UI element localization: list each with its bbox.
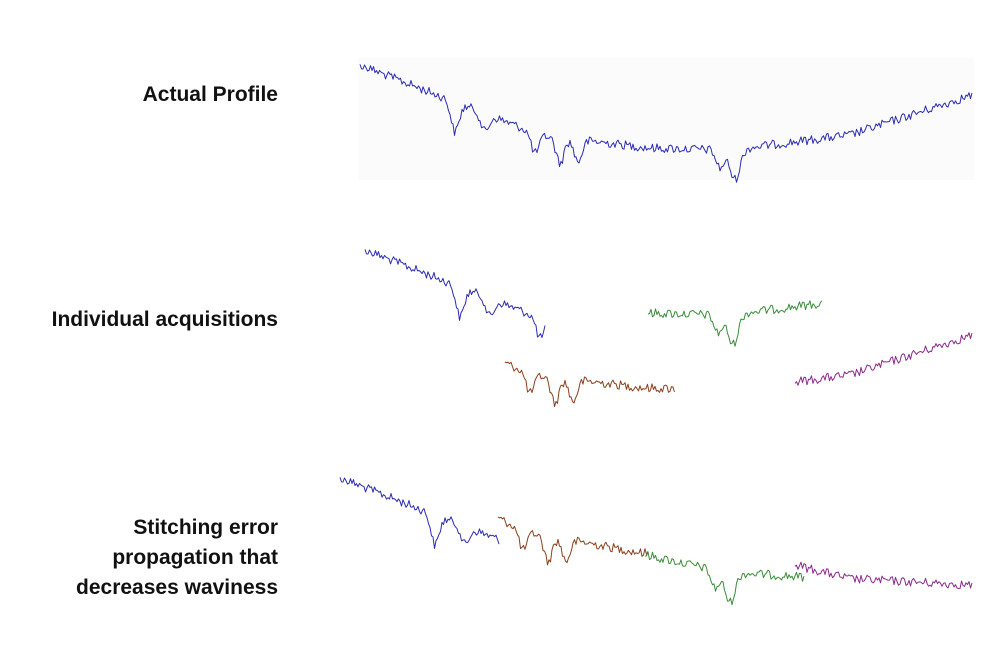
row-label: Individual acquisitions — [51, 308, 278, 331]
acquisition-3 — [647, 300, 823, 347]
acquisition-1 — [364, 249, 546, 338]
actual-profile — [359, 64, 973, 183]
stitched-2 — [497, 516, 649, 566]
stitched-4 — [794, 561, 973, 590]
row-label: Actual Profile — [142, 83, 278, 106]
acquisition-2 — [504, 361, 675, 408]
stitched-3 — [644, 551, 805, 606]
row-label: Stitching error propagation that decreas… — [76, 516, 278, 599]
acquisition-4 — [794, 332, 973, 386]
stitched-1 — [339, 477, 500, 549]
